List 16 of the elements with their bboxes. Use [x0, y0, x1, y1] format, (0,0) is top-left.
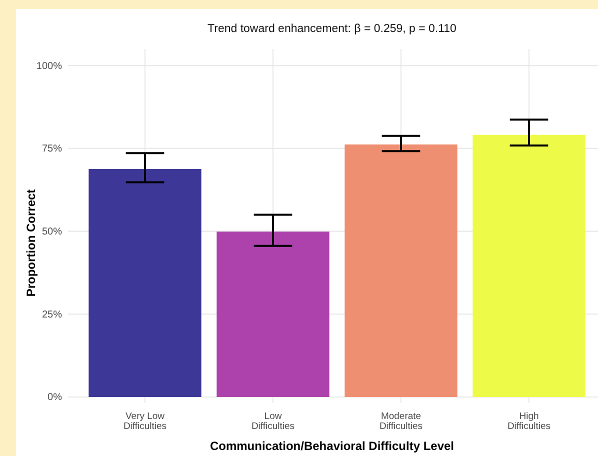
- chart-title: Trend toward enhancement: β = 0.259, p = 0.110: [208, 23, 456, 35]
- bar: [472, 134, 586, 397]
- x-axis-title: Communication/Behavioral Difficulty Level: [210, 439, 454, 453]
- bar: [88, 168, 202, 397]
- y-tick-label: 25%: [42, 309, 62, 320]
- y-tick-label: 50%: [42, 226, 62, 238]
- y-axis-title: Proportion Correct: [24, 189, 38, 297]
- bar: [216, 232, 330, 397]
- x-tick-label: Moderate Difficulties: [379, 411, 423, 432]
- x-tick-label: Very Low Difficulties: [123, 411, 167, 432]
- x-tick-label: Low Difficulties: [251, 411, 295, 432]
- y-tick-label: 75%: [42, 144, 62, 155]
- x-tick-label: High Difficulties: [507, 411, 551, 432]
- y-tick-label: 0%: [48, 392, 62, 404]
- y-tick-label: 100%: [36, 60, 62, 72]
- bar: [344, 144, 458, 397]
